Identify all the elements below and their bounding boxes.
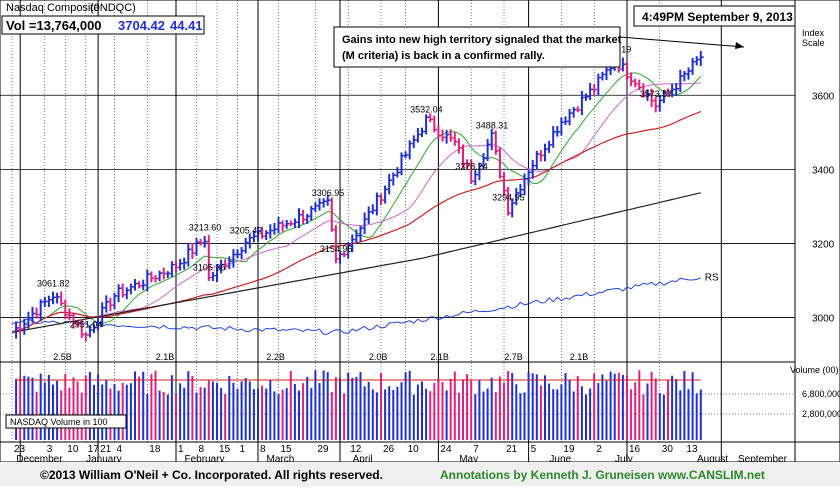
- price-point-label: 3061.82: [37, 279, 70, 289]
- annotation-line-1: Gains into new high territory signaled t…: [342, 34, 622, 46]
- volume-title: Volume (00): [790, 365, 839, 375]
- ma200-line: [11, 192, 701, 333]
- annotation-box: [333, 26, 621, 68]
- day-tick-label: 8: [260, 444, 266, 455]
- scale-label-index: Index: [802, 28, 825, 38]
- day-tick-label: 7: [473, 444, 479, 455]
- volume-peak-label: 2.7B: [504, 352, 523, 362]
- day-tick-label: 8: [199, 444, 205, 455]
- volume-tick-label: 2,800,000: [802, 409, 840, 419]
- day-tick-label: 21: [506, 444, 518, 455]
- last-price: 3704.42: [118, 18, 165, 33]
- footer-annotations: Annotations by Kenneth J. Gruneisen www.…: [440, 468, 765, 482]
- chart-symbol: (0NDQC): [90, 2, 136, 14]
- day-tick-label: 13: [686, 444, 698, 455]
- price-point-label: 3294.95: [492, 192, 525, 202]
- volume-peak-label: 2.5B: [53, 352, 72, 362]
- price-tick-label: 3600: [812, 91, 835, 102]
- day-tick-label: 30: [662, 444, 674, 455]
- volume-peak-label: 2.2B: [266, 352, 285, 362]
- day-tick-label: 2: [596, 444, 602, 455]
- annotation-arrow: [619, 36, 745, 48]
- day-tick-label: 17: [88, 444, 100, 455]
- price-point-label: 2951.04: [70, 320, 103, 330]
- footer-copyright: ©2013 William O'Neil + Co. Incorporated.…: [40, 468, 383, 482]
- month-label: April: [353, 454, 373, 465]
- price-point-label: 3306.95: [312, 188, 345, 198]
- month-label: August: [697, 454, 728, 465]
- volume-readout: Vol =13,764,000: [6, 18, 102, 33]
- volume-bars: 2.5B 2.1B 2.2B 2.0B 2.1B 2.7B 2.1B: [15, 352, 702, 440]
- month-label: June: [549, 454, 571, 465]
- day-tick-label: 10: [67, 444, 79, 455]
- month-label: September: [738, 454, 788, 465]
- scale-label-scale: Scale: [802, 38, 825, 48]
- price-point-label: 3205.42: [230, 225, 263, 235]
- day-tick-label: 4: [117, 444, 123, 455]
- day-tick-label: 1: [240, 444, 246, 455]
- day-tick-label: 19: [563, 444, 575, 455]
- price-point-label: 3105.36: [193, 263, 226, 273]
- timestamp-box: [633, 5, 796, 27]
- price-tick-label: 3400: [812, 165, 835, 176]
- price-point-label: 3213.60: [189, 222, 222, 232]
- day-tick-label: 21: [100, 444, 112, 455]
- rs-label: RS: [705, 273, 719, 284]
- volume-peak-label: 2.1B: [156, 352, 175, 362]
- day-tick-label: 24: [440, 444, 452, 455]
- month-label: February: [185, 454, 225, 465]
- volume-legend: NASDAQ Volume in 100: [10, 417, 108, 427]
- moving-averages: [11, 72, 702, 334]
- volume-tick-label: 6,800,000: [802, 389, 840, 399]
- annotation-line-2: (M criteria) is back in a confirmed rall…: [342, 50, 545, 62]
- volume-peak-label: 2.1B: [430, 352, 449, 362]
- day-tick-label: 3: [47, 444, 53, 455]
- day-tick-label: 1: [178, 444, 184, 455]
- ma10-line: [24, 72, 702, 329]
- day-tick-label: 15: [219, 444, 231, 455]
- day-tick-label: 26: [383, 444, 395, 455]
- price-bars: [15, 50, 704, 342]
- volume-peak-label: 2.1B: [570, 352, 589, 362]
- day-tick-label: 15: [281, 444, 293, 455]
- month-label: May: [459, 454, 478, 465]
- day-tick-label: 16: [629, 444, 641, 455]
- price-tick-label: 3200: [812, 239, 835, 250]
- footer-bar: [0, 462, 840, 486]
- month-label: March: [267, 454, 295, 465]
- header-box: [1, 15, 205, 35]
- annotation-arrowhead: [735, 42, 744, 49]
- day-tick-label: 10: [408, 444, 420, 455]
- day-tick-label: 18: [149, 444, 161, 455]
- volume-peak-label: 2.0B: [369, 352, 388, 362]
- chart-title: Nasdaq Composite: [6, 2, 100, 14]
- timestamp: 4:49PM September 9, 2013: [642, 10, 793, 24]
- rs-path: [11, 277, 701, 335]
- month-label: January: [86, 454, 122, 465]
- day-tick-label: 29: [317, 444, 329, 455]
- price-point-label: 3488.31: [476, 121, 509, 131]
- ma50-line: [11, 110, 702, 334]
- month-label: July: [615, 454, 633, 465]
- price-point-label: 3573.57: [640, 89, 673, 99]
- ma20-line: [24, 82, 701, 329]
- volume-legend-box: [5, 414, 127, 429]
- price-point-label: 3378.24: [455, 161, 488, 171]
- day-tick-label: 12: [350, 444, 362, 455]
- price-change: 44.41: [170, 18, 203, 33]
- price-tick-label: 3000: [812, 314, 835, 325]
- price-point-label: 3532.04: [410, 104, 443, 114]
- price-point-label: 3154.96: [320, 244, 353, 254]
- rs-line: RS: [11, 273, 719, 335]
- day-tick-label: 5: [531, 444, 537, 455]
- month-label: December: [16, 454, 63, 465]
